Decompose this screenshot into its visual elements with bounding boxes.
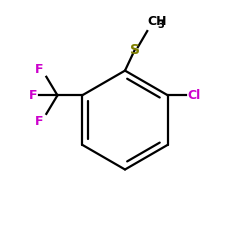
- Text: F: F: [35, 62, 44, 76]
- Text: F: F: [28, 89, 37, 102]
- Text: F: F: [35, 115, 44, 128]
- Text: CH: CH: [148, 15, 167, 28]
- Text: Cl: Cl: [188, 89, 201, 102]
- Text: S: S: [130, 42, 140, 56]
- Text: 3: 3: [158, 20, 164, 30]
